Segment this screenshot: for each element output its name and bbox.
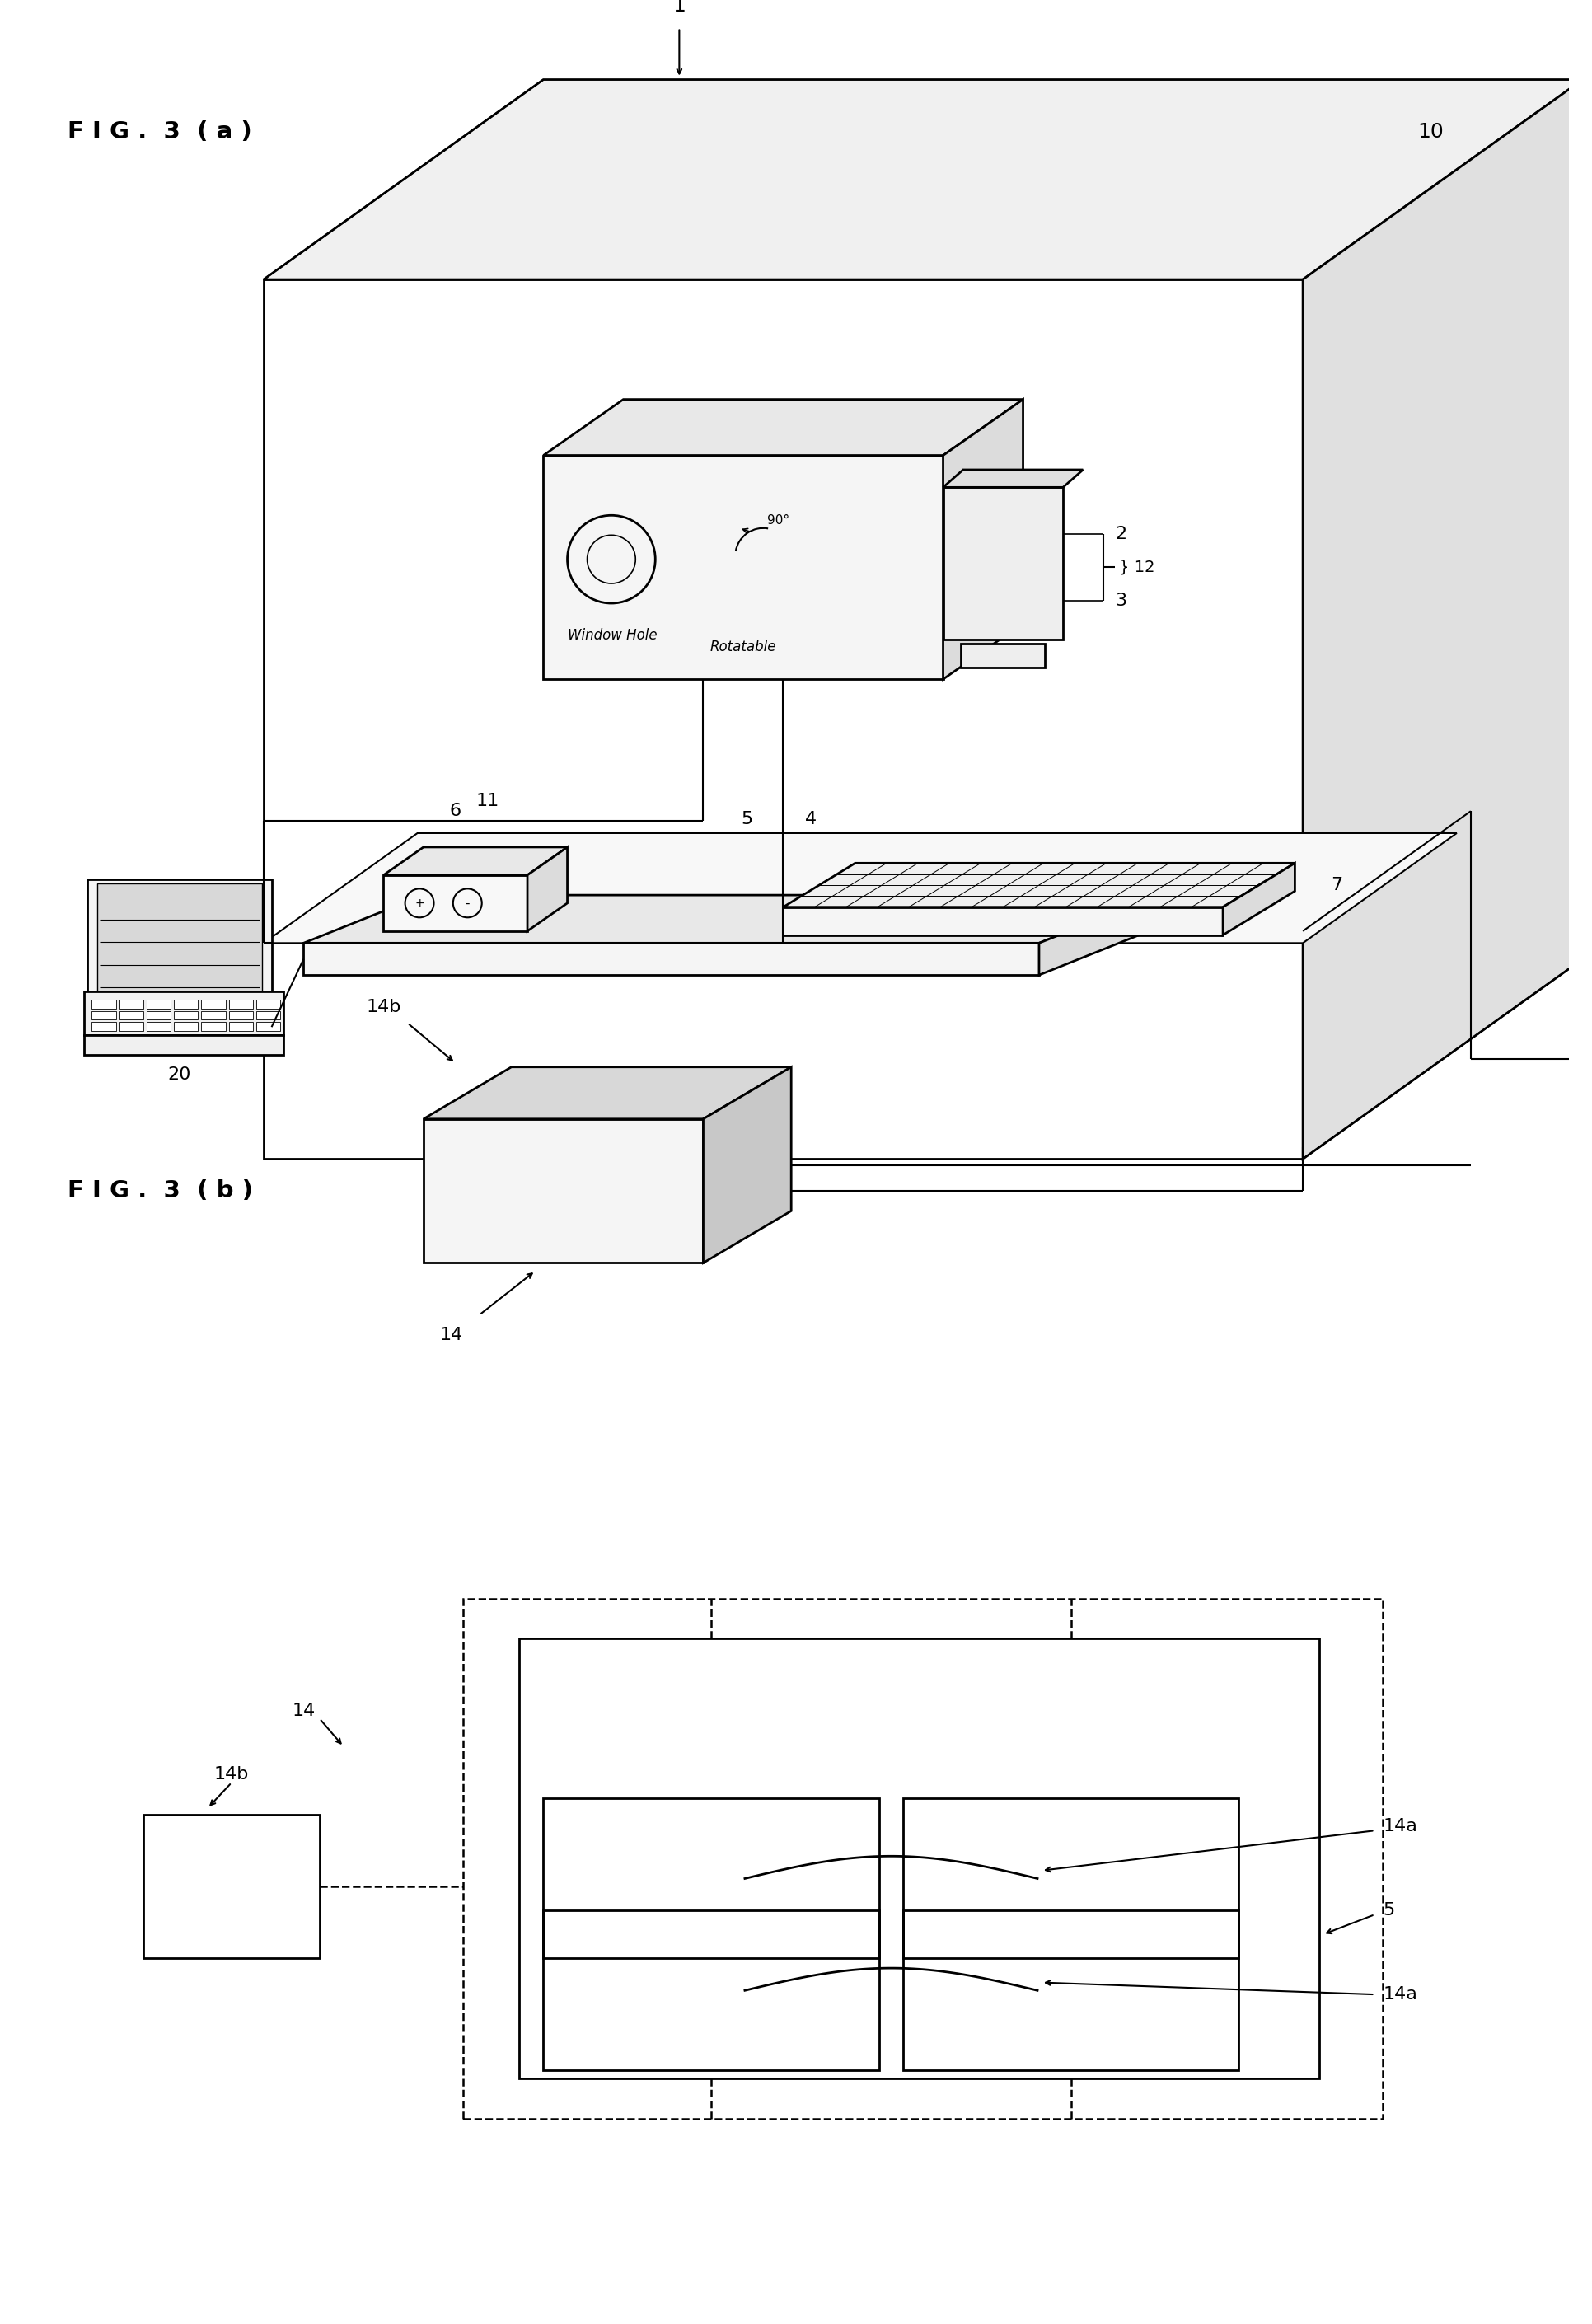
Polygon shape: [92, 1011, 116, 1020]
Text: 6: 6: [449, 802, 462, 820]
Text: +: +: [414, 897, 423, 909]
Polygon shape: [229, 999, 253, 1009]
Polygon shape: [201, 1011, 226, 1020]
Polygon shape: [942, 488, 1062, 639]
Text: } 12: } 12: [1119, 560, 1154, 574]
Polygon shape: [119, 1011, 143, 1020]
Text: -: -: [465, 897, 470, 909]
Polygon shape: [256, 999, 280, 1009]
Polygon shape: [543, 456, 942, 679]
Polygon shape: [384, 876, 527, 932]
Text: 4: 4: [806, 811, 817, 827]
Polygon shape: [92, 1023, 116, 1032]
Text: F I G .  3  ( b ): F I G . 3 ( b ): [68, 1178, 253, 1202]
Text: 14: 14: [291, 1703, 315, 1720]
Polygon shape: [146, 1011, 170, 1020]
Polygon shape: [146, 1023, 170, 1032]
Polygon shape: [527, 848, 567, 932]
Polygon shape: [84, 990, 283, 1034]
Polygon shape: [97, 883, 261, 995]
Polygon shape: [942, 469, 1083, 488]
Polygon shape: [960, 644, 1044, 667]
Polygon shape: [263, 832, 1457, 944]
Text: 14b: 14b: [213, 1766, 248, 1783]
Polygon shape: [88, 878, 271, 1006]
Polygon shape: [423, 1067, 791, 1118]
Text: 14a: 14a: [1382, 1987, 1417, 2003]
Text: 20: 20: [167, 1067, 191, 1083]
Polygon shape: [256, 1011, 280, 1020]
Polygon shape: [263, 79, 1582, 279]
Polygon shape: [1223, 862, 1294, 934]
Polygon shape: [92, 999, 116, 1009]
Text: 90°: 90°: [767, 514, 790, 525]
Text: Rotatable: Rotatable: [710, 639, 775, 655]
Text: 14a: 14a: [1382, 1817, 1417, 1836]
Polygon shape: [783, 906, 1223, 934]
Polygon shape: [229, 1011, 253, 1020]
Text: 14b: 14b: [366, 999, 401, 1016]
Text: 11: 11: [476, 792, 498, 809]
Text: 10: 10: [1417, 121, 1442, 142]
Polygon shape: [84, 1034, 283, 1055]
Polygon shape: [174, 1023, 197, 1032]
Polygon shape: [304, 944, 1038, 976]
Text: F I G .  3  ( a ): F I G . 3 ( a ): [68, 121, 252, 144]
Polygon shape: [201, 1023, 226, 1032]
Text: 5: 5: [740, 811, 753, 827]
Polygon shape: [704, 1067, 791, 1262]
Polygon shape: [1302, 79, 1582, 1160]
Polygon shape: [423, 1118, 704, 1262]
Polygon shape: [174, 1011, 197, 1020]
Polygon shape: [543, 400, 1022, 456]
Polygon shape: [229, 1023, 253, 1032]
Text: 14: 14: [439, 1327, 463, 1343]
Text: 1: 1: [672, 0, 686, 16]
Text: 2: 2: [1114, 525, 1126, 541]
Text: 3: 3: [1114, 593, 1126, 609]
Polygon shape: [119, 999, 143, 1009]
Polygon shape: [201, 999, 226, 1009]
Polygon shape: [174, 999, 197, 1009]
Polygon shape: [783, 862, 1294, 906]
Text: 5: 5: [1382, 1903, 1395, 1920]
Polygon shape: [304, 895, 1159, 944]
Text: 7: 7: [1331, 876, 1342, 892]
Polygon shape: [256, 1023, 280, 1032]
Polygon shape: [942, 400, 1022, 679]
Polygon shape: [384, 848, 567, 876]
Polygon shape: [1038, 895, 1159, 976]
Polygon shape: [146, 999, 170, 1009]
Polygon shape: [119, 1023, 143, 1032]
Text: Window Hole: Window Hole: [567, 627, 656, 644]
